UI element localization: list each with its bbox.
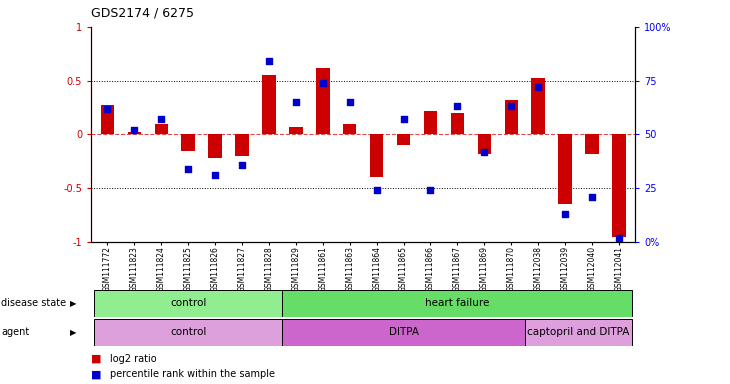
Point [317,80,328,86]
Point [478,149,490,155]
Bar [283,290,632,317]
Text: ■: ■ [91,369,101,379]
Text: ▶: ▶ [70,328,77,337]
Point [101,106,113,112]
Point [290,99,301,105]
Bar [94,319,283,346]
Bar [262,75,276,134]
Point [559,211,571,217]
Bar [525,319,632,346]
Point [155,116,167,122]
Point [182,166,194,172]
Text: control: control [170,327,207,337]
Bar [423,111,437,134]
Bar [612,134,626,237]
Bar [558,134,572,204]
Bar [316,68,329,134]
Bar [208,134,222,158]
Bar [504,100,518,134]
Bar [289,127,303,134]
Point [425,187,437,194]
Text: control: control [170,298,207,308]
Text: DITPA: DITPA [388,327,418,337]
Text: percentile rank within the sample: percentile rank within the sample [110,369,274,379]
Text: captopril and DITPA: captopril and DITPA [527,327,630,337]
Bar [450,113,464,134]
Text: ■: ■ [91,354,101,364]
Text: ▶: ▶ [70,299,77,308]
Text: heart failure: heart failure [425,298,490,308]
Bar [235,134,249,156]
Point [237,161,248,167]
Point [344,99,356,105]
Bar [101,105,114,134]
Bar [128,132,141,134]
Text: GDS2174 / 6275: GDS2174 / 6275 [91,6,194,19]
Bar [343,124,356,134]
Point [613,235,625,241]
Point [452,103,464,109]
Text: agent: agent [1,327,30,337]
Point [210,172,221,178]
Point [532,84,544,90]
Text: log2 ratio: log2 ratio [110,354,156,364]
Point [128,127,140,133]
Bar [182,134,195,151]
Point [263,58,274,65]
Bar [155,124,168,134]
Point [371,187,383,194]
Bar [477,134,491,154]
Bar [283,319,525,346]
Bar [585,134,599,154]
Point [586,194,598,200]
Text: disease state: disease state [1,298,66,308]
Bar [397,134,410,145]
Bar [531,78,545,134]
Bar [370,134,383,177]
Point [505,103,517,109]
Point [398,116,410,122]
Bar [94,290,283,317]
